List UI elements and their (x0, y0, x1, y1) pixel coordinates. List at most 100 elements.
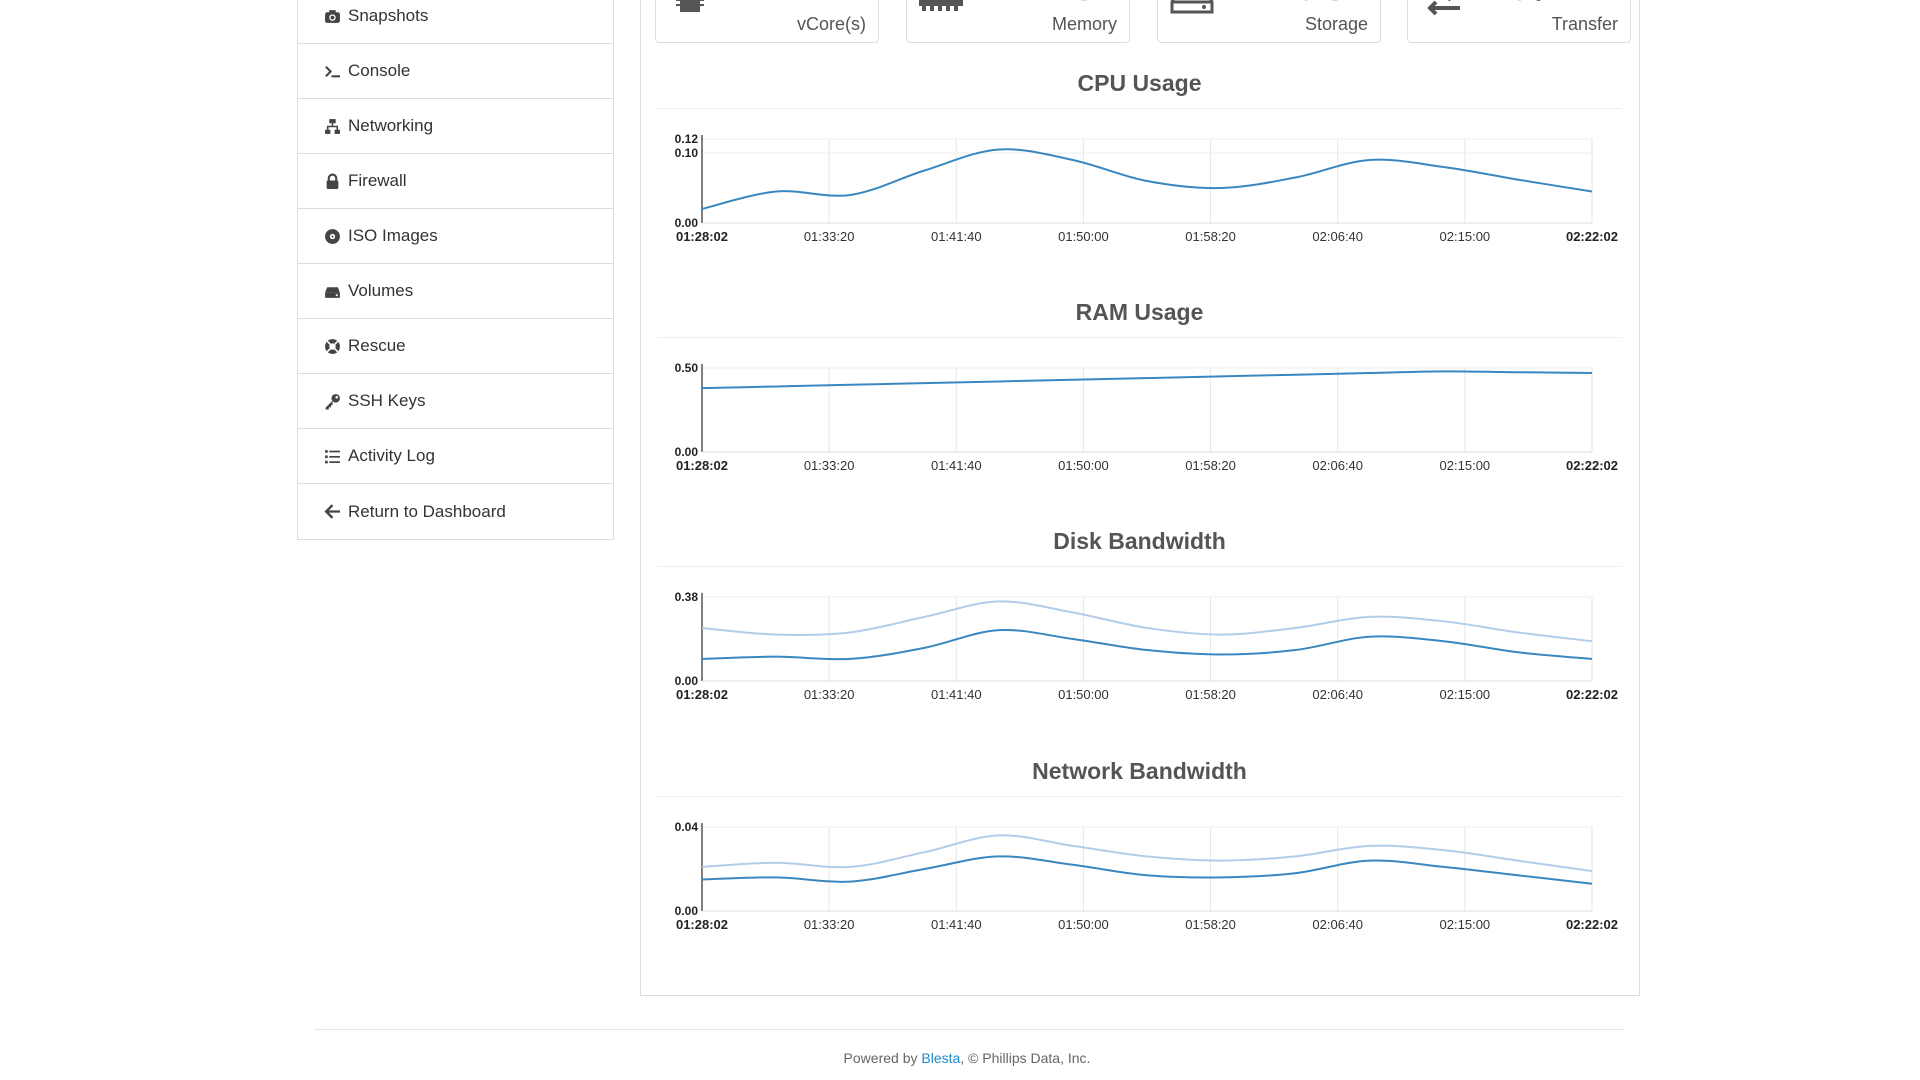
sidebar-item-return-to-dashboard[interactable]: Return to Dashboard (298, 484, 613, 539)
x-tick-label: 02:15:00 (1440, 917, 1491, 932)
x-tick-label: 01:33:20 (804, 229, 855, 244)
sidebar-item-label: Networking (348, 116, 434, 135)
stat-label: Transfer (1551, 14, 1618, 34)
disk-bandwidth-plot: 01:28:02 01:33:20 01:41:40 01:50:00 01:58:20… (675, 590, 1618, 702)
y-tick-label: 0.12 (675, 132, 699, 146)
server-stats-panel: 2 vCore(s) 2 GB Memory 20 GB Storage 0 /… (640, 0, 1640, 996)
chart-title: Disk Bandwidth (657, 516, 1622, 567)
x-tick-label: 01:41:40 (931, 687, 982, 702)
network-bandwidth-plot: 01:28:02 01:33:20 01:41:40 01:50:00 01:58:20… (675, 820, 1618, 932)
x-tick-label: 01:28:02 (676, 458, 728, 473)
x-tick-label: 01:33:20 (804, 458, 855, 473)
footer: Powered by Blesta, © Phillips Data, Inc. (0, 1050, 1920, 1066)
sidebar-item-label: Console (348, 61, 411, 80)
stat-memory: 2 GB Memory (906, 0, 1130, 43)
stat-value: 2 GB (1047, 0, 1117, 8)
blesta-link[interactable]: Blesta (921, 1050, 961, 1066)
x-tick-label: 01:28:02 (676, 917, 728, 932)
y-tick-label: 0.00 (675, 445, 699, 459)
sidebar-item-activity-log[interactable]: Activity Log (298, 429, 613, 484)
disk-bandwidth-chart: Disk Bandwidth 01:28:02 01:33:20 01:41:40 0… (657, 516, 1622, 702)
x-tick-label: 01:28:02 (676, 229, 728, 244)
sidebar-item-label: Firewall (348, 171, 407, 190)
exchange-icon (1427, 0, 1460, 16)
chart-title: Network Bandwidth (657, 746, 1622, 797)
lock-icon (322, 171, 342, 191)
cpu-icon (676, 0, 704, 12)
ram-usage-chart: RAM Usage 01:28:02 01:33:20 01:41:40 01:50:… (657, 287, 1622, 473)
drive-icon (322, 281, 342, 301)
x-tick-label: 02:06:40 (1312, 687, 1363, 702)
resource-summary: 2 vCore(s) 2 GB Memory 20 GB Storage 0 /… (655, 0, 1631, 43)
series-line (701, 855, 1593, 885)
terminal-icon (322, 61, 342, 81)
x-tick-label: 02:15:00 (1440, 458, 1491, 473)
x-tick-label: 01:41:40 (931, 458, 982, 473)
x-tick-label: 02:06:40 (1312, 229, 1363, 244)
camera-icon (322, 6, 342, 26)
stat-label: Storage (1304, 14, 1368, 34)
x-tick-label: 01:50:00 (1058, 458, 1109, 473)
network-bandwidth-chart: Network Bandwidth 01:28:02 01:33:20 01:41:… (657, 746, 1622, 932)
x-tick-label: 01:33:20 (804, 687, 855, 702)
x-tick-label: 02:06:40 (1312, 917, 1363, 932)
x-tick-label: 02:22:02 (1566, 458, 1618, 473)
x-tick-label: 01:41:40 (931, 229, 982, 244)
list-icon (322, 446, 342, 466)
sidebar-item-iso-images[interactable]: ISO Images (298, 209, 613, 264)
stat-label: Memory (1051, 14, 1117, 34)
sidebar-item-ssh-keys[interactable]: SSH Keys (298, 374, 613, 429)
x-tick-label: 01:58:20 (1185, 229, 1236, 244)
sidebar-item-label: Return to Dashboard (348, 501, 506, 521)
sidebar-item-snapshots[interactable]: Snapshots (298, 0, 613, 44)
network-icon (322, 116, 342, 136)
stat-storage: 20 GB Storage (1157, 0, 1381, 43)
x-tick-label: 01:28:02 (676, 687, 728, 702)
x-tick-label: 02:22:02 (1566, 687, 1618, 702)
stat-label: vCore(s) (796, 14, 866, 34)
y-tick-label: 0.00 (675, 216, 699, 230)
series-line (701, 834, 1593, 873)
sidebar-item-networking[interactable]: Networking (298, 99, 613, 154)
series-line (701, 628, 1593, 661)
x-tick-label: 01:41:40 (931, 917, 982, 932)
y-tick-label: 0.00 (675, 904, 699, 918)
stat-value: 0 / 1 TB (1511, 0, 1618, 8)
x-tick-label: 02:22:02 (1566, 229, 1618, 244)
x-tick-label: 01:50:00 (1058, 917, 1109, 932)
memory-icon (919, 0, 963, 11)
key-icon (322, 391, 342, 411)
sidebar-item-label: SSH Keys (348, 391, 426, 410)
sidebar-item-label: Snapshots (348, 6, 429, 25)
y-tick-label: 0.00 (675, 674, 699, 688)
chart-title: CPU Usage (657, 58, 1622, 109)
disc-icon (322, 226, 342, 246)
sidebar-item-label: Rescue (348, 336, 406, 355)
x-tick-label: 01:58:20 (1185, 458, 1236, 473)
sidebar-item-firewall[interactable]: Firewall (298, 154, 613, 209)
sidebar-item-console[interactable]: Console (298, 44, 613, 99)
y-tick-label: 0.04 (675, 820, 699, 834)
x-tick-label: 02:22:02 (1566, 917, 1618, 932)
x-tick-label: 01:33:20 (804, 917, 855, 932)
series-line (701, 370, 1593, 390)
life-ring-icon (322, 336, 342, 356)
sidebar-item-volumes[interactable]: Volumes (298, 264, 613, 319)
y-tick-label: 0.38 (675, 590, 699, 604)
x-tick-label: 02:15:00 (1440, 229, 1491, 244)
hdd-icon (1170, 0, 1214, 14)
x-tick-label: 02:06:40 (1312, 458, 1363, 473)
sidebar-item-label: ISO Images (348, 226, 438, 245)
sidebar: Snapshots Console Networking Firewall IS… (297, 0, 614, 540)
y-tick-label: 0.50 (675, 361, 699, 375)
sidebar-item-rescue[interactable]: Rescue (298, 319, 613, 374)
y-tick-label: 0.10 (675, 146, 699, 160)
stat-transfer: 0 / 1 TB Transfer (1407, 0, 1631, 43)
sidebar-item-label: Activity Log (348, 446, 435, 465)
cpu-usage-chart: CPU Usage 01:28:02 01:33:20 01:41:40 01:50:… (657, 58, 1622, 244)
chart-title: RAM Usage (657, 287, 1622, 338)
x-tick-label: 01:50:00 (1058, 687, 1109, 702)
sidebar-item-label: Volumes (348, 281, 414, 300)
x-tick-label: 02:15:00 (1440, 687, 1491, 702)
footer-prefix: Powered by (843, 1050, 922, 1066)
